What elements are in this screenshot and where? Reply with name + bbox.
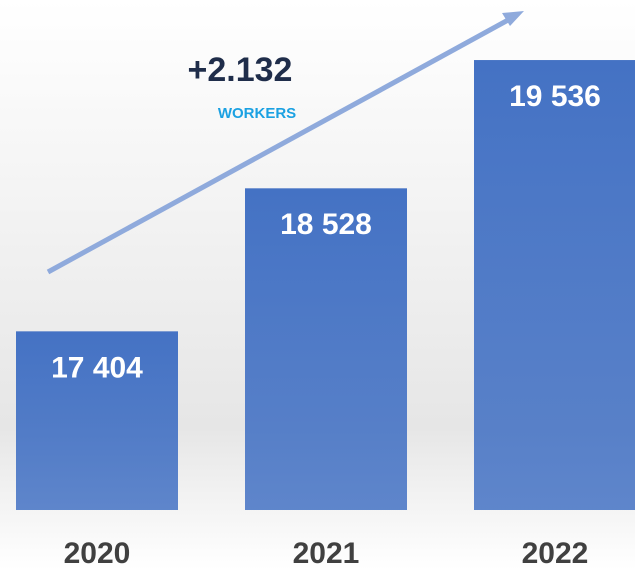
- bar: [16, 331, 178, 510]
- annotation-change: +2.132: [188, 51, 293, 89]
- annotation-unit: WORKERS: [218, 105, 296, 122]
- trend-arrow: [46, 16, 512, 275]
- x-tick-label: 2022: [522, 537, 589, 570]
- bar: [245, 188, 407, 510]
- value-label: 19 536: [509, 80, 601, 113]
- value-label: 18 528: [280, 208, 372, 241]
- arrow-head: [502, 11, 524, 26]
- value-label: 17 404: [51, 351, 143, 384]
- bar: [474, 60, 635, 510]
- x-tick-label: 2021: [293, 537, 360, 570]
- x-tick-label: 2020: [64, 537, 131, 570]
